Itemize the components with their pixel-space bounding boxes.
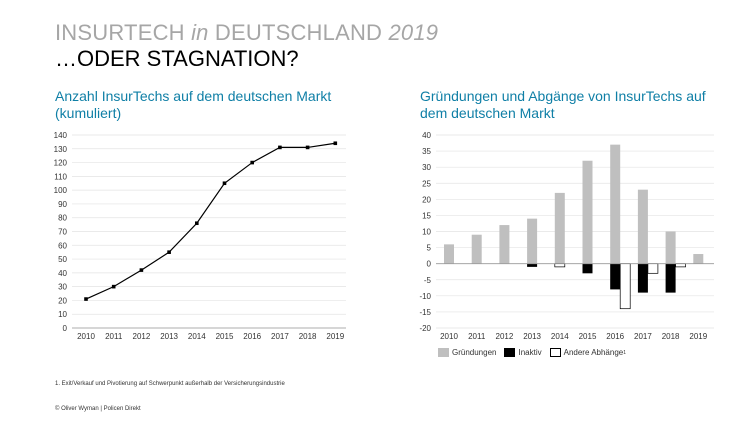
bar-x-tick-label: 2011 (468, 332, 486, 341)
line-y-tick-label: 140 (54, 131, 68, 140)
line-point (278, 145, 282, 150)
bar-gruendungen (582, 160, 593, 264)
bar-y-tick-label: 10 (422, 228, 431, 237)
legend-swatch-andere (549, 348, 561, 357)
bar-gruendungen (637, 189, 648, 264)
bar-y-tick-label: 0 (427, 260, 432, 269)
bar-gruendungen (554, 192, 565, 264)
line-x-tick-label: 2013 (160, 332, 178, 341)
bar-chart-legend: Gründungen Inaktiv Andere Abhänge 1 (438, 348, 634, 357)
bar-y-tick-label: 35 (422, 147, 431, 156)
line-point (84, 297, 88, 301)
bar-gruendungen (471, 234, 482, 264)
bar-gruendungen (527, 218, 538, 264)
line-y-tick-label: 80 (58, 214, 67, 223)
legend-item-gruendungen: Gründungen (438, 348, 496, 357)
legend-label-andere: Andere Abhänge (563, 348, 624, 357)
legend-swatch-inaktiv (504, 348, 516, 357)
line-point (222, 181, 227, 186)
bar-y-tick-label: -5 (424, 276, 432, 285)
bar-y-tick-label: -15 (419, 308, 431, 317)
bar-andere (647, 263, 659, 274)
bar-gruendungen (665, 231, 676, 264)
line-x-tick-label: 2012 (133, 332, 151, 341)
bar-inaktiv (665, 263, 676, 293)
line-point (333, 141, 338, 146)
bar-x-tick-label: 2016 (606, 332, 624, 341)
bar-x-tick-label: 2013 (523, 332, 541, 341)
line-point (195, 221, 199, 226)
legend-footnote-marker: 1 (623, 349, 626, 356)
bar-y-tick-label: 30 (422, 163, 431, 172)
bar-x-tick-label: 2019 (689, 332, 707, 341)
bar-andere (619, 263, 631, 310)
line-series (85, 142, 336, 300)
bar-gruendungen (499, 225, 510, 264)
bar-gruendungen (444, 244, 454, 264)
legend-label-inaktiv: Inaktiv (518, 348, 542, 357)
footnote: 1. Exit/Verkauf und Pivotierung auf Schw… (55, 381, 285, 387)
line-x-tick-label: 2014 (188, 332, 206, 341)
line-y-tick-label: 50 (58, 255, 67, 264)
bar-gruendungen (610, 144, 621, 264)
line-x-tick-label: 2010 (77, 332, 95, 341)
line-y-tick-label: 60 (58, 241, 67, 250)
bar-x-tick-label: 2017 (634, 332, 652, 341)
line-y-tick-label: 40 (58, 269, 67, 278)
bar-andere (554, 263, 566, 268)
bar-y-tick-label: 15 (422, 211, 431, 220)
bar-y-tick-label: 20 (422, 195, 431, 204)
bar-inaktiv (637, 263, 648, 293)
line-y-tick-label: 30 (58, 283, 67, 292)
line-y-tick-label: 120 (54, 159, 68, 168)
bar-x-tick-label: 2010 (440, 332, 458, 341)
line-y-tick-label: 20 (58, 296, 67, 305)
line-x-tick-label: 2019 (326, 332, 344, 341)
line-x-tick-label: 2018 (299, 332, 317, 341)
line-x-tick-label: 2017 (271, 332, 289, 341)
bar-chart-title: Gründungen und Abgänge von InsurTechs au… (420, 88, 706, 121)
line-point (250, 160, 254, 165)
bar-x-tick-label: 2018 (662, 332, 680, 341)
line-point (305, 145, 310, 150)
bar-andere (675, 263, 686, 268)
legend-swatch-gruendungen (438, 348, 449, 357)
bar-y-tick-label: 40 (422, 131, 431, 140)
line-x-tick-label: 2015 (216, 332, 234, 341)
bar-inaktiv (582, 263, 593, 274)
line-point (167, 250, 171, 254)
legend-item-andere: Andere Abhänge 1 (549, 348, 626, 357)
bar-y-tick-label: -20 (419, 324, 431, 333)
bar-x-tick-label: 2015 (579, 332, 597, 341)
bar-gruendungen (693, 254, 704, 264)
copyright: © Oliver Wyman | Policen Direkt (55, 406, 141, 412)
bar-y-tick-label: -10 (419, 292, 431, 301)
line-point (139, 268, 144, 272)
bar-x-tick-label: 2014 (551, 332, 569, 341)
line-y-tick-label: 110 (54, 172, 67, 181)
bar-y-tick-label: 25 (422, 179, 431, 188)
line-y-tick-label: 70 (58, 228, 67, 237)
bar-y-tick-label: 5 (427, 244, 432, 253)
line-x-tick-label: 2016 (243, 332, 261, 341)
line-y-tick-label: 100 (54, 186, 68, 195)
page-title: INSURTECH in DEUTSCHLAND 2019 (55, 20, 439, 45)
legend-item-inaktiv: Inaktiv (504, 348, 542, 357)
page-subtitle: …ODER STAGNATION? (55, 46, 299, 71)
line-point (111, 284, 116, 289)
line-y-tick-label: 130 (54, 145, 68, 154)
line-x-tick-label: 2011 (105, 332, 123, 341)
bar-x-tick-label: 2012 (496, 332, 514, 341)
bar-inaktiv (610, 263, 621, 290)
line-chart-title: Anzahl InsurTechs auf dem deutschen Mark… (55, 88, 332, 121)
line-y-tick-label: 0 (63, 324, 68, 333)
legend-label-gruendungen: Gründungen (452, 348, 497, 357)
line-y-tick-label: 90 (58, 200, 67, 209)
line-y-tick-label: 10 (58, 310, 67, 319)
bar-inaktiv (527, 263, 538, 267)
